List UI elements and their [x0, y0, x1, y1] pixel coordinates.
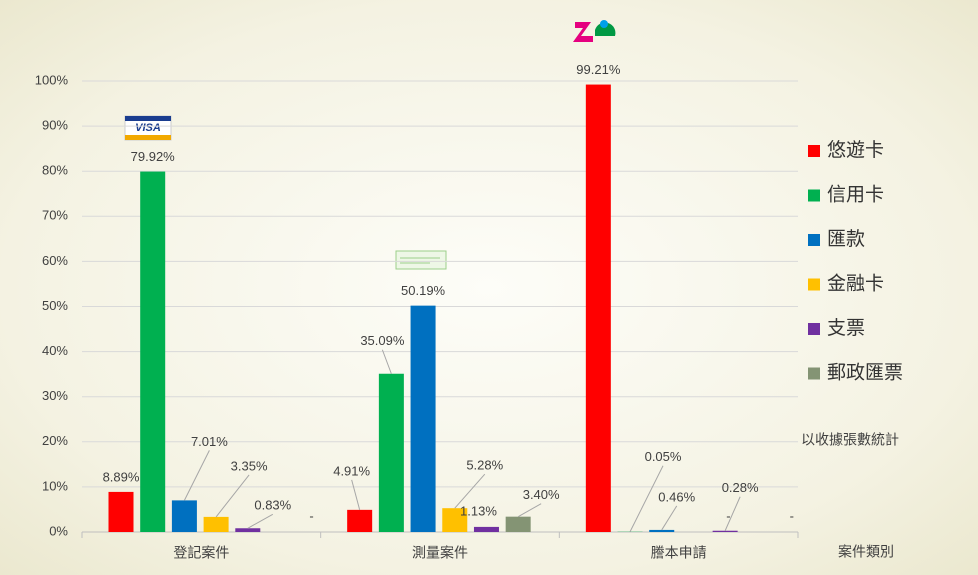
- data-label: -: [726, 508, 730, 523]
- data-label: 0.05%: [645, 449, 682, 464]
- bar: [171, 500, 197, 532]
- x-tick-label: 謄本申請: [651, 545, 707, 561]
- leader-line: [661, 505, 678, 531]
- bar: [235, 528, 261, 532]
- leader-line: [183, 450, 210, 501]
- bar: [585, 84, 611, 532]
- bar: [347, 509, 373, 532]
- legend-label: 支票: [827, 317, 865, 339]
- leader-line: [247, 513, 274, 529]
- data-label: 79.92%: [131, 149, 176, 164]
- data-label: 7.01%: [191, 434, 228, 449]
- y-tick-label: 100%: [35, 72, 69, 87]
- data-label: 4.91%: [333, 463, 370, 478]
- bar: [378, 373, 404, 532]
- data-label: -: [309, 508, 313, 523]
- bar: [410, 305, 436, 532]
- y-tick-label: 90%: [42, 118, 68, 133]
- data-label: 0.28%: [722, 480, 759, 495]
- legend-swatch: [808, 323, 820, 335]
- data-label: -: [790, 508, 794, 523]
- y-tick-label: 40%: [42, 343, 68, 358]
- svg-text:VISA: VISA: [135, 122, 161, 134]
- x-tick-label: 登記案件: [173, 545, 229, 561]
- leader-line: [629, 465, 664, 532]
- visa-icon: VISA: [124, 115, 172, 141]
- data-label: 35.09%: [360, 333, 405, 348]
- leader-line: [215, 474, 250, 518]
- legend-label: 匯款: [827, 228, 865, 250]
- bar: [442, 508, 468, 532]
- data-label: 1.13%: [460, 503, 497, 518]
- legend-label: 悠遊卡: [827, 139, 884, 161]
- y-tick-label: 20%: [42, 433, 68, 448]
- data-label: 50.19%: [401, 283, 446, 298]
- legend-swatch: [808, 367, 820, 380]
- data-label: 3.40%: [523, 487, 560, 502]
- bar: [505, 516, 531, 532]
- leader-line: [454, 473, 486, 509]
- data-label: 0.83%: [254, 498, 291, 513]
- leader-line: [517, 503, 542, 518]
- bar: [712, 530, 738, 532]
- cheque-icon: [395, 250, 447, 270]
- leader-line: [381, 349, 392, 374]
- y-tick-label: 70%: [42, 208, 68, 223]
- data-label: 99.21%: [576, 62, 621, 77]
- leader-line: [351, 479, 361, 510]
- y-tick-label: 60%: [42, 253, 68, 268]
- y-tick-label: 80%: [42, 163, 68, 178]
- y-tick-label: 0%: [49, 523, 68, 538]
- x-axis-label: 案件類別: [838, 544, 894, 560]
- annotation: 以收據張數統計: [801, 432, 899, 448]
- bar: [140, 171, 166, 533]
- data-label: 3.35%: [231, 458, 268, 473]
- legend-label: 金融卡: [827, 273, 884, 295]
- data-label: 8.89%: [103, 469, 140, 484]
- legend-swatch: [808, 145, 820, 157]
- legend-swatch: [808, 278, 820, 291]
- y-tick-label: 30%: [42, 388, 68, 403]
- y-tick-label: 50%: [42, 298, 68, 313]
- legend-swatch: [808, 189, 820, 202]
- legend-swatch: [808, 234, 820, 246]
- bar: [649, 529, 675, 532]
- bar: [108, 491, 134, 532]
- easycard-icon: [573, 20, 616, 42]
- legend-label: 郵政匯票: [827, 362, 903, 384]
- bar: [203, 516, 229, 532]
- data-label: 5.28%: [466, 458, 503, 473]
- legend-label: 信用卡: [827, 184, 884, 206]
- bar: [473, 526, 499, 532]
- x-tick-label: 測量案件: [412, 545, 468, 561]
- data-label: 0.46%: [658, 489, 695, 504]
- leader-line: [724, 496, 741, 531]
- y-tick-label: 10%: [42, 478, 68, 493]
